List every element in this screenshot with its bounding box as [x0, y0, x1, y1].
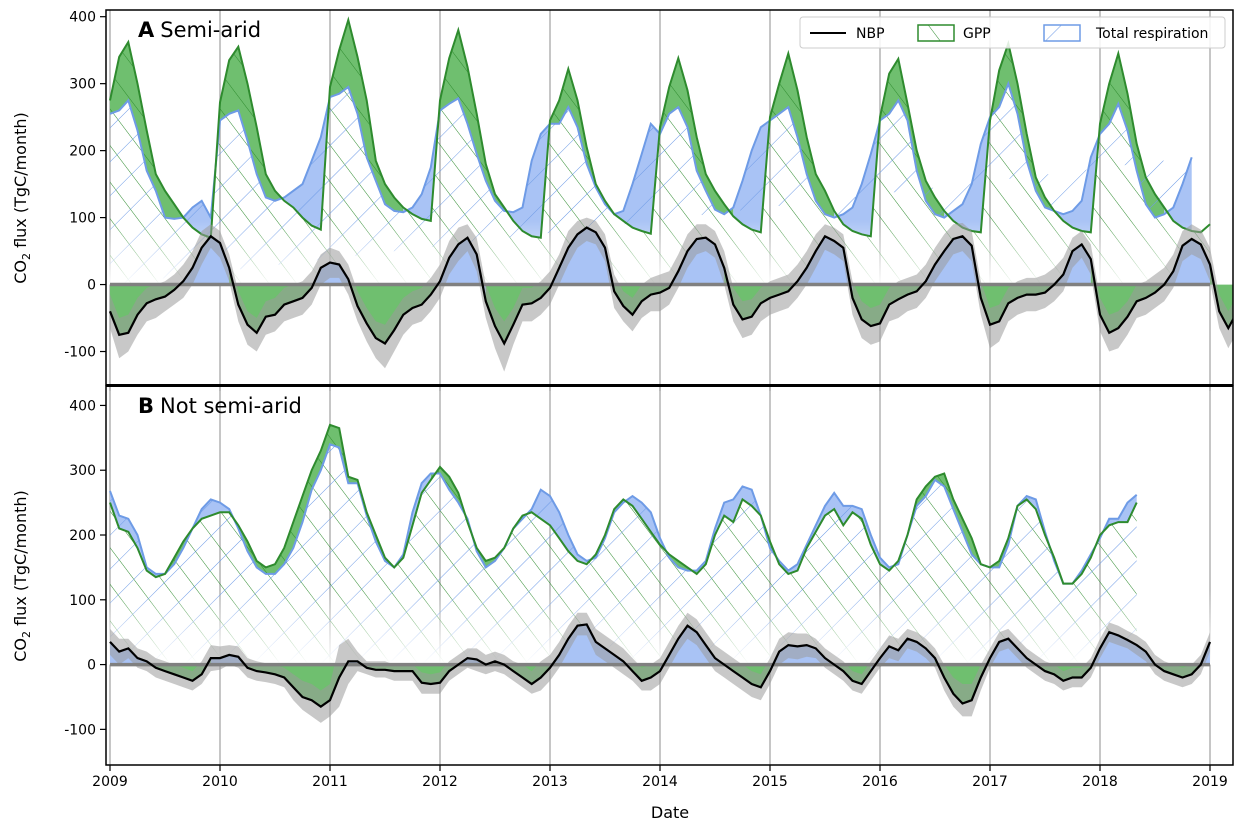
nbp-band-a: [110, 217, 1233, 372]
x-tick-label-2017: 2017: [972, 774, 1008, 790]
resp-line-a: [109, 80, 1193, 221]
legend-gpp-label: GPP: [963, 26, 991, 42]
panel-a: -100 0 100 200 300 400: [64, 10, 1233, 391]
resp-line-b: [109, 443, 1138, 585]
y-tick-label-b-300: 300: [69, 463, 96, 479]
x-tick-label-2012: 2012: [422, 774, 458, 790]
panel-a-letter: A: [138, 18, 155, 42]
x-tick-label-2010: 2010: [202, 774, 238, 790]
y-tick-label-b-400: 400: [69, 398, 96, 414]
nbp-line-b: [109, 623, 1212, 709]
plot-area-b: [108, 386, 1212, 765]
y-tick-label-a--100: -100: [64, 345, 96, 361]
panel-b-name: Not semi-arid: [160, 394, 302, 418]
plot-area-a: [108, 10, 1233, 385]
nbp-line-a: [108, 226, 1233, 346]
x-tick-label-2016: 2016: [862, 774, 898, 790]
hatch-fade-a: [108, 204, 1212, 285]
y-tick-label-b-100: 100: [69, 593, 96, 609]
x-tick-label-2018: 2018: [1082, 774, 1118, 790]
panel-a-title: A Semi-arid: [138, 18, 261, 42]
x-tick-label-2013: 2013: [532, 774, 568, 790]
legend-box: [799, 16, 1226, 49]
y-tick-label-a-200: 200: [69, 144, 96, 160]
y-tick-label-b-200: 200: [69, 528, 96, 544]
y-tick-label-a-400: 400: [69, 10, 96, 26]
nbp-band-b: [110, 612, 1210, 723]
x-tick-label-2015: 2015: [752, 774, 788, 790]
gpp-line-a: [109, 16, 1211, 240]
legend-resp-label: Total respiration: [1095, 26, 1208, 42]
x-axis-label: Date: [651, 803, 689, 822]
legend-gpp-swatch: [917, 24, 955, 42]
y-axis-label-b: CO2 flux (TgC/month): [11, 490, 33, 662]
panel-b: 2009 2010 2011 2012 2013 2014 2015 2016 2017 2018…: [64, 386, 1228, 790]
y-tick-label-b-0: 0: [87, 658, 96, 674]
x-tick-label-2019: 2019: [1192, 774, 1228, 790]
panel-b-title: B Not semi-arid: [138, 394, 302, 418]
y-tick-label-a-100: 100: [69, 211, 96, 227]
legend-resp-swatch: [1043, 24, 1081, 42]
y-tick-label-a-0: 0: [87, 278, 96, 294]
x-tick-label-2011: 2011: [312, 774, 348, 790]
y-tick-label-b--100: -100: [64, 722, 96, 738]
y-axis-label-a: CO2 flux (TgC/month): [11, 112, 33, 284]
x-tick-label-2009: 2009: [92, 774, 128, 790]
panel-a-name: Semi-arid: [160, 18, 261, 42]
gpp-line-b: [109, 423, 1138, 585]
hatch-fade-b: [108, 584, 1212, 665]
x-tick-label-2014: 2014: [642, 774, 678, 790]
legend: NBP GPP Total respiration: [799, 16, 1226, 49]
y-tick-label-a-300: 300: [69, 77, 96, 93]
legend-nbp-label: NBP: [856, 26, 885, 42]
panel-b-letter: B: [138, 394, 154, 418]
